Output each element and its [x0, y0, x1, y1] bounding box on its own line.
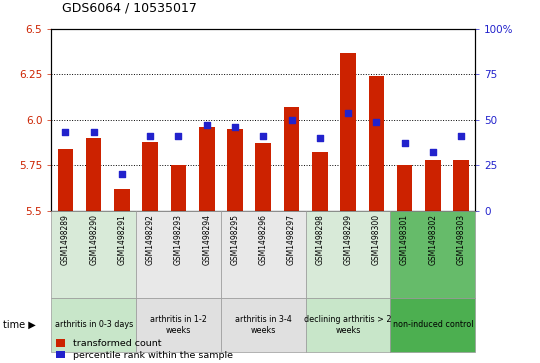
Text: GSM1498293: GSM1498293 [174, 214, 183, 265]
Bar [306, 211, 390, 298]
Bar [199, 127, 214, 211]
Point [400, 140, 409, 146]
Bar [425, 160, 441, 211]
Bar [51, 298, 136, 352]
Text: GSM1498301: GSM1498301 [400, 214, 409, 265]
Text: GSM1498291: GSM1498291 [118, 214, 126, 265]
Text: non-induced control: non-induced control [393, 321, 473, 329]
Text: GSM1498292: GSM1498292 [146, 214, 154, 265]
Point [90, 130, 98, 135]
Legend: transformed count, percentile rank within the sample: transformed count, percentile rank withi… [56, 339, 233, 360]
Point [429, 150, 437, 155]
Bar [390, 298, 475, 352]
Text: arthritis in 1-2
weeks: arthritis in 1-2 weeks [150, 315, 207, 335]
Text: GSM1498289: GSM1498289 [61, 214, 70, 265]
Bar [221, 298, 306, 352]
Bar [368, 76, 384, 211]
Bar [255, 143, 271, 211]
Bar [143, 142, 158, 211]
Text: GDS6064 / 10535017: GDS6064 / 10535017 [62, 1, 197, 15]
Text: GSM1498295: GSM1498295 [231, 214, 240, 265]
Point [457, 133, 465, 139]
Text: declining arthritis > 2
weeks: declining arthritis > 2 weeks [304, 315, 392, 335]
Point [287, 117, 296, 123]
Point [118, 171, 126, 177]
Bar [86, 138, 102, 211]
Point [174, 133, 183, 139]
Point [315, 135, 324, 141]
Bar [453, 160, 469, 211]
Point [61, 130, 70, 135]
Bar [136, 298, 221, 352]
Bar [171, 165, 186, 211]
Text: time ▶: time ▶ [3, 320, 36, 330]
Text: GSM1498296: GSM1498296 [259, 214, 268, 265]
Text: GSM1498300: GSM1498300 [372, 214, 381, 265]
Text: GSM1498302: GSM1498302 [428, 214, 437, 265]
Text: GSM1498298: GSM1498298 [315, 214, 324, 265]
Point [259, 133, 268, 139]
Bar [340, 53, 356, 211]
Text: GSM1498299: GSM1498299 [343, 214, 353, 265]
Bar [136, 211, 221, 298]
Point [372, 119, 381, 125]
Bar [114, 189, 130, 211]
Text: arthritis in 0-3 days: arthritis in 0-3 days [55, 321, 133, 329]
Bar [390, 211, 475, 298]
Bar [58, 149, 73, 211]
Text: GSM1498294: GSM1498294 [202, 214, 211, 265]
Bar [221, 211, 306, 298]
Bar [227, 129, 243, 211]
Text: GSM1498290: GSM1498290 [89, 214, 98, 265]
Bar [51, 211, 136, 298]
Bar [284, 107, 299, 211]
Text: GSM1498297: GSM1498297 [287, 214, 296, 265]
Point [146, 133, 154, 139]
Point [343, 110, 352, 115]
Bar [306, 298, 390, 352]
Point [202, 122, 211, 128]
Text: GSM1498303: GSM1498303 [457, 214, 465, 265]
Bar [312, 152, 328, 211]
Point [231, 124, 239, 130]
Text: arthritis in 3-4
weeks: arthritis in 3-4 weeks [235, 315, 292, 335]
Bar [397, 165, 413, 211]
